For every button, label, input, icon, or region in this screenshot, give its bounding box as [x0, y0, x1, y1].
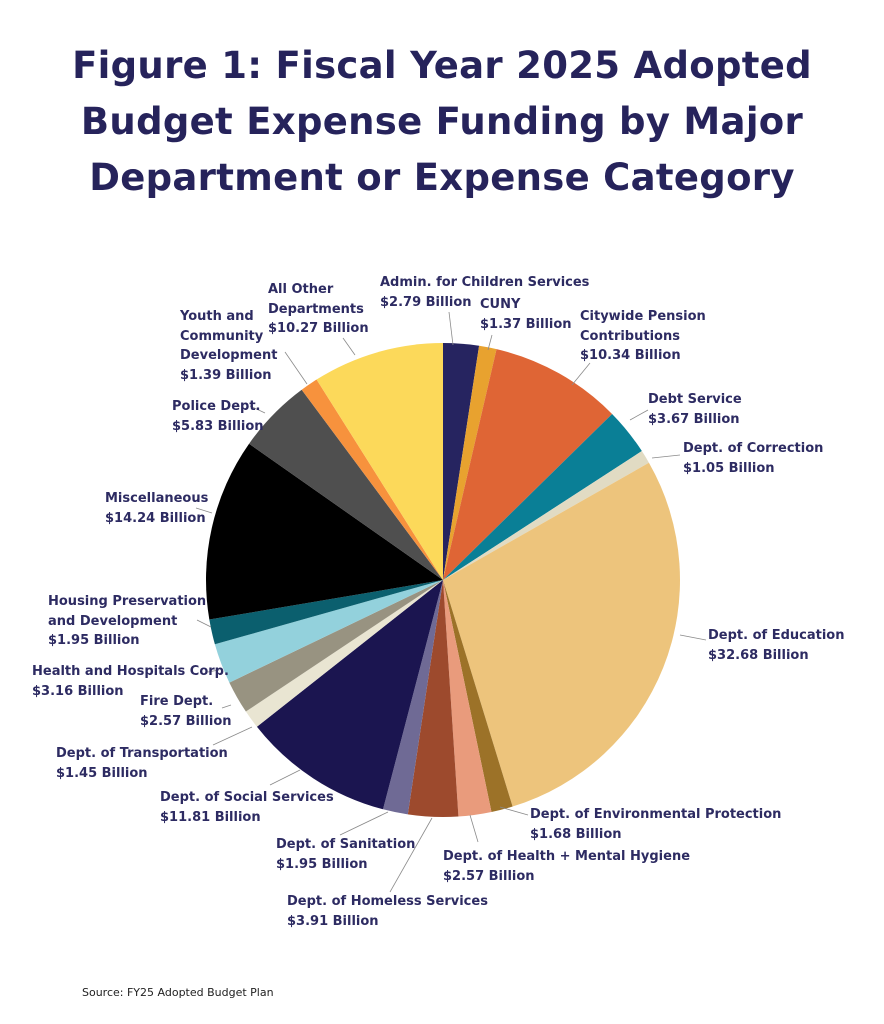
- slice-name: Youth and Community Development: [180, 309, 278, 363]
- leader-line: [195, 507, 213, 514]
- leader-line: [469, 814, 479, 843]
- slice-name: Police Dept.: [172, 399, 261, 414]
- slice-name: Dept. of Education: [708, 628, 845, 643]
- slice-value: $10.34 Billion: [580, 348, 681, 363]
- slice-label: Housing Preservation and Development $1.…: [48, 592, 206, 651]
- leader-line: [571, 362, 591, 386]
- slice-label: Dept. of Education $32.68 Billion: [708, 626, 844, 665]
- slice-value: $1.37 Billion: [480, 316, 572, 332]
- slice-value: $32.68 Billion: [708, 647, 809, 663]
- leader-line: [629, 409, 649, 421]
- pie-slice: [443, 580, 492, 817]
- pie-slice: [383, 580, 443, 815]
- slice-name: Dept. of Environmental Protection: [530, 807, 782, 822]
- slice-label: Dept. of Environmental Protection $1.68 …: [530, 805, 781, 844]
- slice-label: Dept. of Correction $1.05 Billion: [683, 439, 823, 478]
- slice-value: $1.45 Billion: [56, 765, 148, 781]
- slice-label: Dept. of Social Services $11.81 Billion: [160, 788, 334, 827]
- slice-value: $1.39 Billion: [180, 367, 272, 383]
- leader-line: [342, 337, 356, 356]
- slice-value: $1.95 Billion: [48, 633, 140, 648]
- leader-line: [679, 634, 707, 641]
- slice-value: $1.68 Billion: [530, 826, 622, 842]
- leader-line: [284, 351, 308, 385]
- slice-label: Citywide Pension Contributions $10.34 Bi…: [580, 307, 706, 366]
- leader-line: [249, 405, 266, 414]
- slice-label: CUNY $1.37 Billion: [480, 295, 572, 334]
- pie-slice: [206, 443, 443, 620]
- pie-slice: [245, 580, 443, 727]
- leader-line: [212, 726, 253, 746]
- slice-name: Citywide Pension Contributions: [580, 309, 706, 344]
- slice-name: Health and Hospitals Corp.: [32, 664, 229, 679]
- slice-name: Debt Service: [648, 392, 742, 407]
- pie-slice: [443, 343, 480, 580]
- slice-value: $3.67 Billion: [648, 411, 740, 427]
- slice-name: Dept. of Homeless Services: [287, 894, 488, 909]
- slice-label: Youth and Community Development $1.39 Bi…: [180, 307, 277, 385]
- slice-name: Admin. for Children Services: [380, 275, 590, 290]
- slice-value: $1.05 Billion: [683, 460, 775, 476]
- slice-value: $2.57 Billion: [140, 713, 232, 729]
- slice-name: Fire Dept.: [140, 694, 214, 709]
- leader-line: [651, 454, 681, 459]
- slice-label: Debt Service $3.67 Billion: [648, 390, 742, 429]
- pie-slice: [249, 389, 443, 580]
- slice-label: Dept. of Sanitation $1.95 Billion: [276, 835, 415, 874]
- pie-slice: [407, 580, 459, 817]
- slice-label: Police Dept. $5.83 Billion: [172, 397, 264, 436]
- leader-line: [339, 811, 389, 836]
- slice-value: $14.24 Billion: [105, 510, 206, 526]
- leader-line: [269, 769, 301, 786]
- slice-value: $1.95 Billion: [276, 856, 368, 872]
- pie-slice: [214, 580, 443, 683]
- leader-line: [196, 619, 212, 628]
- slice-name: Dept. of Social Services: [160, 790, 334, 805]
- slice-value: $11.81 Billion: [160, 809, 261, 825]
- slice-name: Dept. of Transportation: [56, 746, 228, 761]
- source-note: Source: FY25 Adopted Budget Plan: [82, 986, 274, 999]
- leader-line: [221, 704, 232, 709]
- leader-line: [207, 669, 220, 673]
- pie-slice: [443, 413, 642, 580]
- slice-name: Dept. of Correction: [683, 441, 824, 456]
- leader-line: [499, 806, 529, 816]
- slice-label: Fire Dept. $2.57 Billion: [140, 692, 232, 731]
- pie-slice: [209, 580, 443, 645]
- pie-slice: [443, 580, 513, 812]
- slice-value: $3.16 Billion: [32, 683, 124, 699]
- slice-label: Dept. of Homeless Services $3.91 Billion: [287, 892, 488, 931]
- slice-name: Miscellaneous: [105, 491, 209, 506]
- slice-value: $2.57 Billion: [443, 868, 535, 884]
- slice-value: $2.79 Billion: [380, 294, 472, 310]
- slice-name: Dept. of Health + Mental Hygiene: [443, 849, 691, 864]
- chart-title: Figure 1: Fiscal Year 2025 Adopted Budge…: [72, 44, 812, 199]
- pie-slice: [229, 580, 443, 712]
- pie-slice: [301, 379, 443, 580]
- leader-line: [487, 334, 493, 351]
- slice-value: $5.83 Billion: [172, 418, 264, 434]
- slice-name: Housing Preservation and Development: [48, 594, 207, 629]
- pie-slice: [443, 462, 680, 807]
- slice-label: Dept. of Transportation $1.45 Billion: [56, 744, 228, 783]
- slice-label: Miscellaneous $14.24 Billion: [105, 489, 208, 528]
- slice-name: CUNY: [480, 297, 521, 312]
- slice-label: Admin. for Children Services $2.79 Billi…: [380, 273, 589, 312]
- slice-name: Dept. of Sanitation: [276, 837, 416, 852]
- pie-slice: [443, 349, 613, 580]
- slice-value: $3.91 Billion: [287, 913, 379, 929]
- leader-line: [448, 311, 454, 346]
- pie-slice: [443, 451, 649, 580]
- slice-value: $10.27 Billion: [268, 321, 369, 336]
- slice-label: Dept. of Health + Mental Hygiene $2.57 B…: [443, 847, 690, 886]
- pie-slice: [316, 343, 443, 580]
- slice-name: All Other Departments: [268, 282, 364, 317]
- slice-label: Health and Hospitals Corp. $3.16 Billion: [32, 662, 229, 701]
- leader-line: [389, 817, 433, 893]
- pie-slice: [443, 345, 497, 580]
- pie-slice: [256, 580, 443, 810]
- slice-label: All Other Departments $10.27 Billion: [268, 280, 369, 339]
